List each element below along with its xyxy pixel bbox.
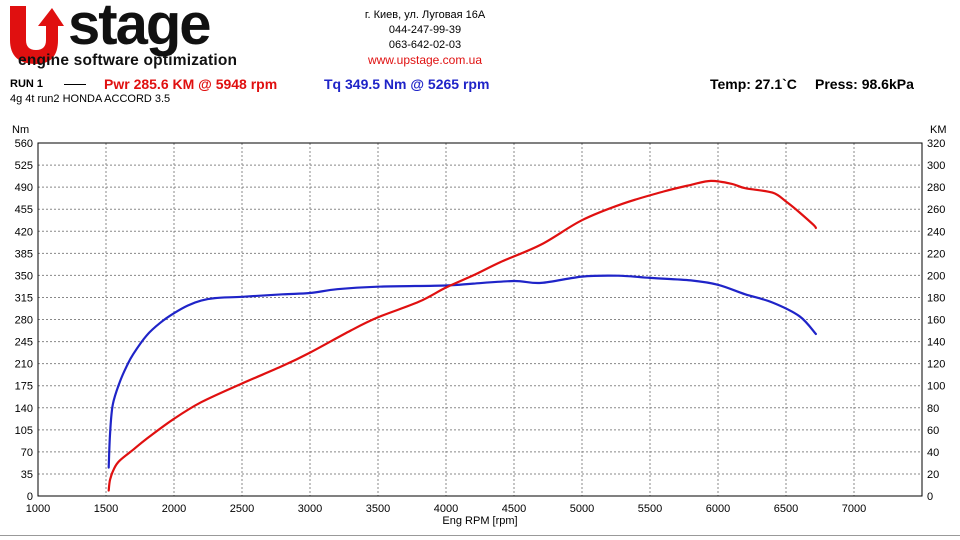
contact-phone-2: 063-642-02-03: [388, 39, 462, 51]
x-tick-label: 5500: [638, 503, 662, 515]
y-tick-label: 70: [21, 447, 33, 459]
y-tick-label: 105: [15, 425, 33, 437]
x-tick-label: 1500: [94, 503, 118, 515]
x-tick-label: 6500: [774, 503, 798, 515]
y2-tick-label: 260: [927, 204, 945, 216]
contact-block: г. Киев, ул. Луговая 16А 044-247-99-39 0…: [330, 8, 520, 68]
y-tick-label: 525: [15, 160, 33, 172]
y2-tick-label: 100: [927, 381, 945, 393]
logo-wordmark: stage: [68, 0, 212, 57]
y2-tick-label: 200: [927, 270, 945, 282]
y-tick-label: 210: [15, 359, 33, 371]
y-tick-label: 35: [21, 469, 33, 481]
x-tick-label: 4000: [434, 503, 458, 515]
contact-address: г. Киев, ул. Луговая 16А: [364, 9, 486, 21]
y-tick-label: 0: [27, 491, 33, 503]
logo-tagline: engine software optimization: [18, 52, 238, 69]
plot-frame: [37, 142, 923, 497]
pressure-readout: Press: 98.6kPa: [815, 76, 914, 92]
y2-tick-label: 0: [927, 491, 933, 503]
contact-website-link[interactable]: www.upstage.com.ua: [367, 53, 483, 67]
y2-tick-label: 320: [927, 138, 945, 150]
y-tick-label: 140: [15, 403, 33, 415]
x-tick-label: 7000: [842, 503, 866, 515]
y2-tick-label: 80: [927, 403, 939, 415]
upstage-logo-u-arrow-icon: [10, 6, 64, 64]
x-tick-label: 6000: [706, 503, 730, 515]
y2-tick-label: 120: [927, 359, 945, 371]
y-tick-label: 245: [15, 337, 33, 349]
y-tick-label: 490: [15, 182, 33, 194]
x-tick-label: 4500: [502, 503, 526, 515]
x-tick-label: 1000: [26, 503, 50, 515]
y-tick-label: 175: [15, 381, 33, 393]
y-tick-label: 350: [15, 270, 33, 282]
run-label: RUN 1: [10, 78, 44, 90]
x-tick-label: 3500: [366, 503, 390, 515]
contact-phone-1: 044-247-99-39: [388, 24, 462, 36]
x-axis-label: Eng RPM [rpm]: [442, 515, 517, 527]
y2-tick-label: 220: [927, 248, 945, 260]
y-tick-label: 385: [15, 248, 33, 260]
y2-tick-label: 140: [927, 337, 945, 349]
y-axis-label: Nm: [12, 124, 29, 136]
y-tick-label: 280: [15, 315, 33, 327]
run-subtitle: 4g 4t run2 HONDA ACCORD 3.5: [10, 93, 171, 105]
bottom-divider: [0, 535, 960, 536]
y2-tick-label: 280: [927, 182, 945, 194]
y-tick-label: 455: [15, 204, 33, 216]
y2-tick-label: 40: [927, 447, 939, 459]
y2-tick-label: 160: [927, 315, 945, 327]
y2-tick-label: 20: [927, 469, 939, 481]
y2-tick-label: 60: [927, 425, 939, 437]
y-tick-label: 315: [15, 292, 33, 304]
torque-peak-label: Tq 349.5 Nm @ 5265 rpm: [324, 76, 490, 92]
temperature-readout: Temp: 27.1`C: [710, 76, 797, 92]
x-tick-label: 5000: [570, 503, 594, 515]
power-peak-label: Pwr 285.6 KM @ 5948 rpm: [104, 76, 278, 92]
y-tick-label: 560: [15, 138, 33, 150]
y2-tick-label: 240: [927, 226, 945, 238]
upstage-logo: stage engine software optimization: [6, 0, 306, 74]
power-curve: [107, 179, 817, 492]
y2-tick-label: 180: [927, 292, 945, 304]
x-tick-label: 2000: [162, 503, 186, 515]
y2-axis-label: KM: [930, 124, 947, 136]
x-tick-label: 2500: [230, 503, 254, 515]
torque-curve: [107, 274, 817, 469]
run-line-legend: [64, 84, 86, 85]
x-tick-label: 3000: [298, 503, 322, 515]
dyno-chart: 1000 1500 2000 2500 3000 3500 4000 4500 5000 5500…: [12, 124, 947, 527]
y2-tick-label: 300: [927, 160, 945, 172]
y-tick-label: 420: [15, 226, 33, 238]
